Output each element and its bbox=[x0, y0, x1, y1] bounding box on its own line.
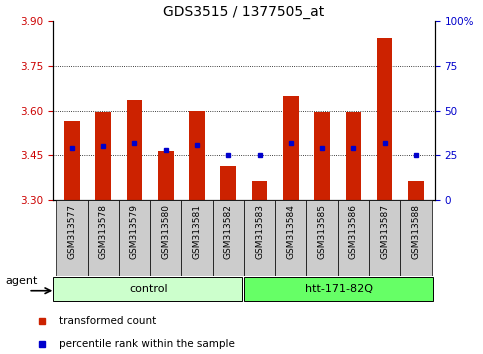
Bar bbox=[369, 200, 400, 276]
Bar bbox=[189, 111, 205, 200]
Bar bbox=[181, 200, 213, 276]
Bar bbox=[400, 200, 432, 276]
Text: GSM313581: GSM313581 bbox=[193, 204, 201, 259]
Text: GSM313583: GSM313583 bbox=[255, 204, 264, 259]
Bar bbox=[158, 151, 173, 200]
FancyBboxPatch shape bbox=[53, 278, 242, 301]
Text: GSM313587: GSM313587 bbox=[380, 204, 389, 259]
Text: GSM313580: GSM313580 bbox=[161, 204, 170, 259]
Text: GSM313586: GSM313586 bbox=[349, 204, 358, 259]
Bar bbox=[56, 200, 87, 276]
Bar bbox=[408, 181, 424, 200]
Text: GSM313588: GSM313588 bbox=[412, 204, 420, 259]
Bar bbox=[64, 121, 80, 200]
Bar bbox=[119, 200, 150, 276]
FancyBboxPatch shape bbox=[244, 278, 433, 301]
Text: control: control bbox=[129, 284, 168, 295]
Text: GSM313585: GSM313585 bbox=[318, 204, 327, 259]
Text: htt-171-82Q: htt-171-82Q bbox=[305, 284, 373, 295]
Text: GSM313582: GSM313582 bbox=[224, 204, 233, 259]
Text: GSM313584: GSM313584 bbox=[286, 204, 295, 259]
Bar bbox=[377, 38, 393, 200]
Bar bbox=[95, 112, 111, 200]
Bar bbox=[127, 100, 142, 200]
Bar bbox=[87, 200, 119, 276]
Bar bbox=[338, 200, 369, 276]
Bar bbox=[307, 200, 338, 276]
Bar bbox=[283, 96, 298, 200]
Text: transformed count: transformed count bbox=[59, 316, 156, 326]
Text: percentile rank within the sample: percentile rank within the sample bbox=[59, 339, 235, 349]
Bar bbox=[220, 166, 236, 200]
Bar bbox=[213, 200, 244, 276]
Bar bbox=[252, 181, 268, 200]
Title: GDS3515 / 1377505_at: GDS3515 / 1377505_at bbox=[163, 5, 325, 19]
Text: agent: agent bbox=[5, 276, 37, 286]
Bar bbox=[150, 200, 181, 276]
Bar bbox=[275, 200, 307, 276]
Text: GSM313579: GSM313579 bbox=[130, 204, 139, 259]
Bar bbox=[244, 200, 275, 276]
Bar bbox=[345, 112, 361, 200]
Text: GSM313578: GSM313578 bbox=[99, 204, 108, 259]
Text: GSM313577: GSM313577 bbox=[68, 204, 76, 259]
Bar bbox=[314, 112, 330, 200]
